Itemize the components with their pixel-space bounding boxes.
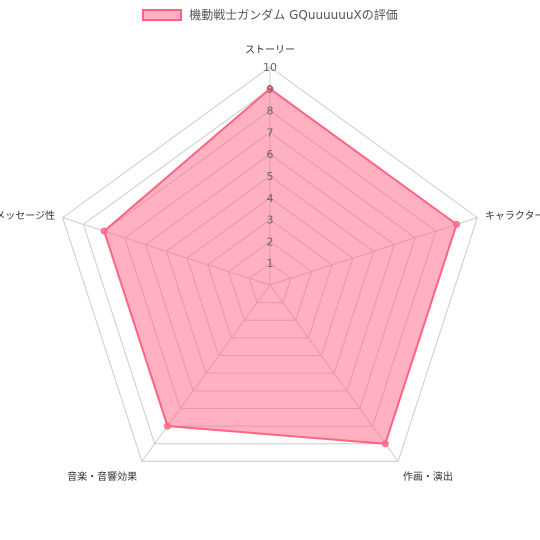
data-point: [266, 85, 274, 93]
axis-label: ストーリー: [245, 45, 295, 56]
tick-label: 3: [267, 214, 274, 227]
tick-label: 6: [267, 148, 274, 161]
data-point: [453, 220, 461, 228]
legend-swatch[interactable]: [142, 8, 183, 21]
tick-label: 7: [267, 126, 274, 139]
axis-label: 作画・演出: [403, 470, 453, 483]
series-area: [102, 87, 458, 445]
tick-label: 5: [267, 170, 274, 183]
tick-label: 10: [263, 61, 277, 74]
axis-label: メッセージ性: [0, 209, 55, 222]
axis-label: キャラクター: [485, 210, 540, 222]
data-point: [381, 440, 389, 448]
tick-label: 8: [267, 105, 274, 118]
axis-label: 音楽・音響効果: [67, 470, 137, 483]
legend[interactable]: 機動戦士ガンダム GQuuuuuuXの評価: [0, 6, 540, 23]
legend-label[interactable]: 機動戦士ガンダム GQuuuuuuXの評価: [189, 8, 398, 22]
data-point: [163, 422, 171, 430]
data-point: [100, 227, 108, 235]
tick-label: 9: [267, 83, 274, 96]
grid-ring: [62, 66, 478, 462]
tick-label: 2: [267, 235, 274, 248]
tick-label: 4: [267, 192, 274, 205]
tick-label: 1: [267, 257, 274, 270]
